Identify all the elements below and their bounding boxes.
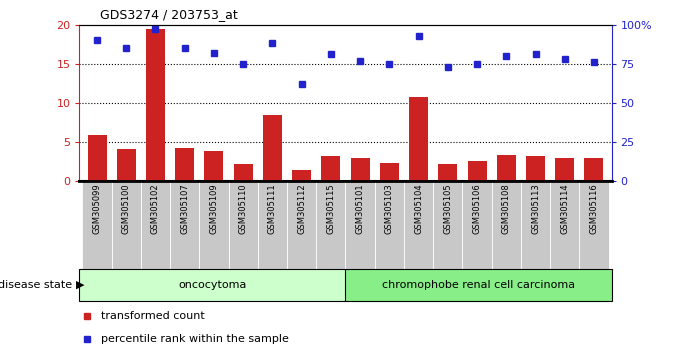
- Bar: [350, 158, 370, 181]
- Bar: [521, 181, 550, 269]
- Text: GSM305101: GSM305101: [356, 183, 365, 234]
- Bar: [205, 151, 223, 181]
- Bar: [176, 148, 194, 181]
- Bar: [380, 164, 399, 181]
- Bar: [82, 181, 112, 269]
- Text: ▶: ▶: [76, 280, 84, 290]
- Bar: [316, 181, 346, 269]
- Bar: [526, 156, 545, 181]
- Text: GSM305106: GSM305106: [473, 183, 482, 234]
- Bar: [321, 156, 341, 181]
- Bar: [579, 181, 609, 269]
- Bar: [556, 158, 574, 181]
- Bar: [468, 161, 486, 181]
- Text: GSM305107: GSM305107: [180, 183, 189, 234]
- Text: GSM305111: GSM305111: [268, 183, 277, 234]
- Bar: [585, 158, 603, 181]
- Text: GSM305099: GSM305099: [93, 183, 102, 234]
- Bar: [497, 155, 515, 181]
- Bar: [287, 181, 316, 269]
- Bar: [112, 181, 141, 269]
- Text: GSM305104: GSM305104: [414, 183, 423, 234]
- Text: percentile rank within the sample: percentile rank within the sample: [101, 334, 289, 344]
- Bar: [375, 181, 404, 269]
- Bar: [146, 29, 165, 181]
- Text: GSM305109: GSM305109: [209, 183, 218, 234]
- Bar: [492, 181, 521, 269]
- Text: chromophobe renal cell carcinoma: chromophobe renal cell carcinoma: [382, 280, 575, 290]
- Bar: [438, 164, 457, 181]
- Bar: [258, 181, 287, 269]
- Text: GSM305100: GSM305100: [122, 183, 131, 234]
- Text: GSM305108: GSM305108: [502, 183, 511, 234]
- Text: GSM305102: GSM305102: [151, 183, 160, 234]
- Bar: [346, 269, 612, 301]
- Text: GSM305116: GSM305116: [589, 183, 598, 234]
- Text: GSM305113: GSM305113: [531, 183, 540, 234]
- Bar: [117, 149, 135, 181]
- Bar: [550, 181, 579, 269]
- Text: transformed count: transformed count: [101, 311, 205, 321]
- Bar: [292, 170, 311, 181]
- Text: disease state: disease state: [0, 280, 73, 290]
- Text: GSM305103: GSM305103: [385, 183, 394, 234]
- Bar: [229, 181, 258, 269]
- Text: GSM305105: GSM305105: [444, 183, 453, 234]
- Text: GSM305112: GSM305112: [297, 183, 306, 234]
- Bar: [141, 181, 170, 269]
- Bar: [404, 181, 433, 269]
- Text: oncocytoma: oncocytoma: [178, 280, 247, 290]
- Bar: [433, 181, 462, 269]
- Text: GSM305114: GSM305114: [560, 183, 569, 234]
- Bar: [263, 115, 282, 181]
- Bar: [462, 181, 492, 269]
- Bar: [88, 135, 106, 181]
- Bar: [79, 269, 346, 301]
- Bar: [170, 181, 199, 269]
- Text: GSM305115: GSM305115: [326, 183, 335, 234]
- Bar: [346, 181, 375, 269]
- Bar: [409, 97, 428, 181]
- Bar: [199, 181, 229, 269]
- Text: GSM305110: GSM305110: [238, 183, 247, 234]
- Bar: [234, 164, 253, 181]
- Text: GDS3274 / 203753_at: GDS3274 / 203753_at: [100, 8, 238, 21]
